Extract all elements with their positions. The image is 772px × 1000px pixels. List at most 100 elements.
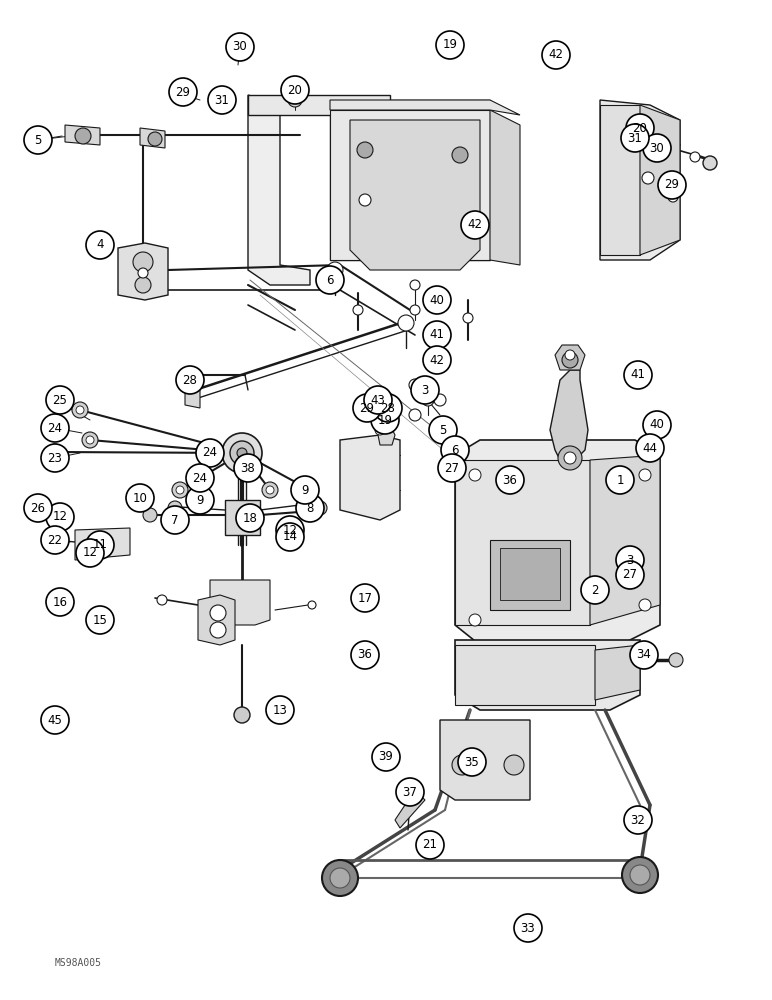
Circle shape <box>359 194 371 206</box>
Text: 24: 24 <box>48 422 63 434</box>
Polygon shape <box>500 548 560 600</box>
Circle shape <box>234 454 262 482</box>
Text: 42: 42 <box>429 354 445 366</box>
Polygon shape <box>490 540 570 610</box>
Circle shape <box>514 914 542 942</box>
Circle shape <box>469 469 481 481</box>
Circle shape <box>302 482 318 498</box>
Polygon shape <box>600 100 680 260</box>
Circle shape <box>436 31 464 59</box>
Text: 24: 24 <box>202 446 218 460</box>
Circle shape <box>581 576 609 604</box>
Text: 12: 12 <box>283 524 297 536</box>
Circle shape <box>148 132 162 146</box>
Text: 1: 1 <box>616 474 624 487</box>
Circle shape <box>410 305 420 315</box>
Circle shape <box>452 755 472 775</box>
Polygon shape <box>140 128 165 148</box>
Circle shape <box>161 506 189 534</box>
Text: 43: 43 <box>371 393 385 406</box>
Circle shape <box>565 350 575 360</box>
Text: 12: 12 <box>52 510 67 524</box>
Circle shape <box>47 444 63 460</box>
Polygon shape <box>118 243 168 300</box>
Circle shape <box>353 394 381 422</box>
Text: 30: 30 <box>649 141 665 154</box>
Circle shape <box>86 606 114 634</box>
Text: 27: 27 <box>622 568 638 582</box>
Text: 13: 13 <box>273 704 287 716</box>
Circle shape <box>322 860 358 896</box>
Circle shape <box>562 352 578 368</box>
Circle shape <box>330 868 350 888</box>
Circle shape <box>452 147 468 163</box>
Circle shape <box>72 402 88 418</box>
Text: 14: 14 <box>283 530 297 544</box>
Circle shape <box>126 484 154 512</box>
Circle shape <box>504 755 524 775</box>
Circle shape <box>630 641 658 669</box>
Circle shape <box>703 156 717 170</box>
Circle shape <box>210 622 226 638</box>
Text: 3: 3 <box>422 383 428 396</box>
Circle shape <box>86 231 114 259</box>
Circle shape <box>186 464 214 492</box>
Text: 3: 3 <box>626 554 634 566</box>
Circle shape <box>168 501 182 515</box>
Circle shape <box>409 379 421 391</box>
Circle shape <box>86 531 114 559</box>
Text: 19: 19 <box>378 414 392 426</box>
Text: 22: 22 <box>48 534 63 546</box>
Circle shape <box>642 172 654 184</box>
Polygon shape <box>595 645 640 700</box>
Circle shape <box>374 394 402 422</box>
Text: 7: 7 <box>171 514 179 526</box>
Text: 44: 44 <box>642 442 658 454</box>
Circle shape <box>76 539 104 567</box>
Text: 38: 38 <box>241 462 256 475</box>
Circle shape <box>86 436 94 444</box>
Circle shape <box>169 78 197 106</box>
Polygon shape <box>555 345 585 370</box>
Circle shape <box>157 595 167 605</box>
Circle shape <box>353 305 363 315</box>
Circle shape <box>41 706 69 734</box>
Circle shape <box>423 286 451 314</box>
Text: 27: 27 <box>445 462 459 475</box>
Circle shape <box>429 416 457 444</box>
Circle shape <box>423 346 451 374</box>
Circle shape <box>423 321 451 349</box>
Text: 6: 6 <box>452 444 459 456</box>
Circle shape <box>624 806 652 834</box>
Circle shape <box>660 143 670 153</box>
Circle shape <box>357 142 373 158</box>
Circle shape <box>24 126 52 154</box>
Text: MS98A005: MS98A005 <box>55 958 102 968</box>
Text: 41: 41 <box>429 328 445 342</box>
Circle shape <box>176 366 204 394</box>
Text: 40: 40 <box>649 418 665 432</box>
Circle shape <box>542 41 570 69</box>
Circle shape <box>669 653 683 667</box>
Circle shape <box>230 441 254 465</box>
Circle shape <box>639 469 651 481</box>
Polygon shape <box>248 95 390 115</box>
Text: 4: 4 <box>96 238 103 251</box>
Polygon shape <box>330 100 520 115</box>
Circle shape <box>458 748 486 776</box>
Text: 2: 2 <box>591 584 599 596</box>
Circle shape <box>46 386 74 414</box>
Polygon shape <box>590 455 660 625</box>
Text: 37: 37 <box>402 786 418 798</box>
Text: 19: 19 <box>442 38 458 51</box>
Circle shape <box>438 454 466 482</box>
Text: 17: 17 <box>357 591 373 604</box>
Text: 8: 8 <box>306 502 313 514</box>
Text: 20: 20 <box>632 121 648 134</box>
Text: 25: 25 <box>52 393 67 406</box>
Circle shape <box>463 313 473 323</box>
Circle shape <box>621 124 649 152</box>
Circle shape <box>622 857 658 893</box>
Circle shape <box>226 33 254 61</box>
Text: 40: 40 <box>429 294 445 306</box>
